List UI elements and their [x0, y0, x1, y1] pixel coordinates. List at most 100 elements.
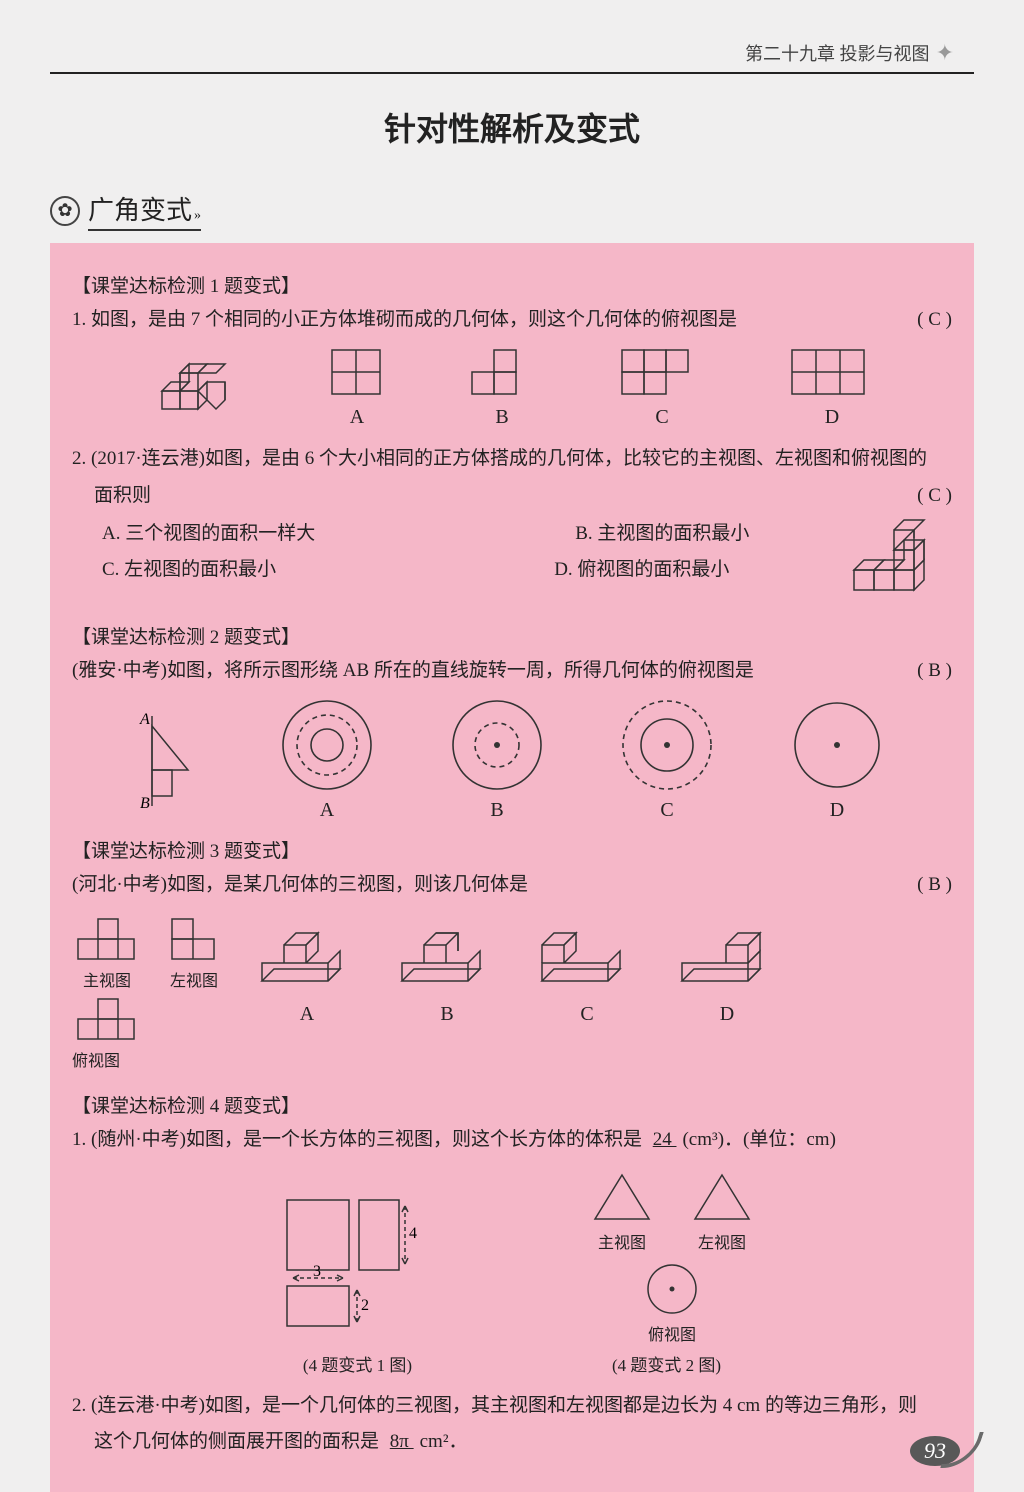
page-title: 针对性解析及变式	[50, 104, 974, 150]
page-number-badge: 93	[910, 1430, 976, 1470]
q3-d-dot	[834, 742, 840, 748]
q4-d-label: D	[720, 1003, 734, 1025]
q4-row: 主视图 左视图	[72, 909, 952, 1071]
q3-b-svg	[442, 695, 552, 795]
section-label-text: 广角变式	[88, 196, 192, 225]
q1-a-label: A	[350, 406, 364, 428]
q1-choice-a: A	[322, 344, 392, 429]
q4-left-view: 左视图	[166, 909, 222, 991]
q1-c-svg	[612, 344, 712, 402]
q4-choice-a: A	[252, 909, 362, 1026]
q4-b-label: B	[440, 1003, 453, 1025]
q4-front-svg	[72, 909, 142, 965]
q1-answer: ( C )	[917, 304, 952, 336]
q4-b-svg	[392, 909, 502, 999]
q2-opt-c: C. 左视图的面积最小	[102, 552, 276, 588]
header-rule	[50, 72, 974, 74]
q3-text: (雅安·中考)如图，将所示图形绕 AB 所在的直线旋转一周，所得几何体的俯视图是…	[72, 655, 952, 687]
q3-choices: A B A	[72, 695, 952, 822]
q4-front-label: 主视图	[83, 967, 131, 991]
q5-dim2: 2	[361, 1297, 369, 1314]
q2-answer: ( C )	[917, 480, 952, 512]
q3-c-svg	[612, 695, 722, 795]
q5-blank1: 24	[647, 1129, 683, 1150]
q5-fig2-front: 主视图	[587, 1167, 657, 1253]
q4-a-svg	[252, 909, 362, 999]
q6-blank2: 8π	[384, 1431, 420, 1452]
q4-left-svg	[166, 909, 222, 965]
q2-opt-d: D. 俯视图的面积最小	[554, 552, 729, 588]
q4-text-span: (河北·中考)如图，是某几何体的三视图，则该几何体是	[72, 874, 528, 895]
q6-text2: 这个几何体的侧面展开图的面积是 8π cm²．	[72, 1426, 952, 1458]
q5-dim3: 3	[313, 1263, 321, 1280]
q5-fig1-svg: 4 3 2	[267, 1190, 447, 1340]
q1-choice-c: C	[612, 344, 712, 429]
q3-c-dot	[664, 742, 670, 748]
q1-figure	[142, 355, 252, 429]
q1-text-span: 1. 如图，是由 7 个相同的小正方体堆砌而成的几何体，则这个几何体的俯视图是	[72, 309, 737, 330]
q5-figures-row: 4 3 2 主视图 左视图	[72, 1167, 952, 1345]
q2-options: A. 三个视图的面积一样大 B. 主视图的面积最小 C. 左视图的面积最小 D.…	[72, 516, 952, 588]
q4-left-label: 左视图	[170, 967, 218, 991]
q3-subhead: 【课堂达标检测 2 题变式】	[72, 622, 952, 649]
q3-b-dot	[494, 742, 500, 748]
q3-choice-a: A	[272, 695, 382, 822]
arrow-icon: »	[194, 208, 201, 223]
q1-a-svg	[322, 344, 392, 402]
q4-front-view: 主视图	[72, 909, 142, 991]
q5-fig2-left: 左视图	[687, 1167, 757, 1253]
q5-text-pre: 1. (随州·中考)如图，是一个长方体的三视图，则这个长方体的体积是	[72, 1129, 642, 1150]
chapter-label: 第二十九章 投影与视图	[745, 40, 930, 66]
q1-text: 1. 如图，是由 7 个相同的小正方体堆砌而成的几何体，则这个几何体的俯视图是 …	[72, 304, 952, 336]
q3-b-label: B	[490, 799, 503, 821]
q3-a-label: A	[320, 799, 334, 821]
q3-choice-b: B	[442, 695, 552, 822]
q2-opt-a: A. 三个视图的面积一样大	[102, 516, 315, 552]
q4-c-label: C	[580, 1003, 593, 1025]
q4-text: (河北·中考)如图，是某几何体的三视图，则该几何体是 ( B )	[72, 869, 952, 901]
q1-d-label: D	[825, 406, 839, 428]
q5-dim4: 4	[409, 1225, 417, 1242]
q4-choice-b: B	[392, 909, 502, 1026]
q5-caption2: (4 题变式 2 图)	[612, 1351, 721, 1376]
q1-choice-d: D	[782, 344, 882, 429]
q5-fig2-front-label: 主视图	[598, 1229, 646, 1253]
q5-caption1: (4 题变式 1 图)	[303, 1351, 412, 1376]
q5-fig1: 4 3 2	[267, 1190, 447, 1345]
q4-c-svg	[532, 909, 642, 999]
q1-figure-svg	[142, 355, 252, 425]
q3-figure: A B	[132, 708, 212, 822]
q5-fig2: 主视图 左视图 俯视图	[587, 1167, 757, 1345]
q2-text2: 面积则 ( C )	[72, 480, 952, 512]
q4-choice-d: D	[672, 909, 782, 1026]
q1-choice-b: B	[462, 344, 542, 429]
q1-b-label: B	[495, 406, 508, 428]
q2-opt-b: B. 主视图的面积最小	[575, 516, 749, 552]
section-label: 广角变式»	[88, 190, 201, 231]
section-heading: 广角变式»	[50, 190, 974, 231]
q6-text-pre: 2. (连云港·中考)如图，是一个几何体的三视图，其主视图和左视图都是边长为 4…	[72, 1395, 917, 1416]
q5-captions: (4 题变式 1 图) (4 题变式 2 图)	[72, 1351, 952, 1376]
q3-c-label: C	[660, 799, 673, 821]
star-icon: ✦	[936, 40, 954, 66]
q5-fig2-top: 俯视图	[587, 1259, 757, 1345]
q1-b-svg	[462, 344, 542, 402]
q4-answer: ( B )	[917, 869, 952, 901]
pink-block: 【课堂达标检测 1 题变式】 1. 如图，是由 7 个相同的小正方体堆砌而成的几…	[50, 243, 974, 1492]
q1-c-label: C	[655, 406, 668, 428]
q3-A-label: A	[139, 711, 150, 728]
q4-d-svg	[672, 909, 782, 999]
q3-choice-c: C	[612, 695, 722, 822]
q3-figure-svg: A B	[132, 708, 212, 818]
q3-choice-d: D	[782, 695, 892, 822]
rosette-icon	[50, 196, 80, 226]
q5-fig2-top-label: 俯视图	[648, 1321, 696, 1345]
q5-text: 1. (随州·中考)如图，是一个长方体的三视图，则这个长方体的体积是 24 (c…	[72, 1124, 952, 1156]
page-header: 第二十九章 投影与视图 ✦	[50, 40, 974, 66]
q1-choices: A B	[72, 344, 952, 429]
q6-text: 2. (连云港·中考)如图，是一个几何体的三视图，其主视图和左视图都是边长为 4…	[72, 1390, 952, 1422]
q3-text-span: (雅安·中考)如图，将所示图形绕 AB 所在的直线旋转一周，所得几何体的俯视图是	[72, 660, 754, 681]
q3-answer: ( B )	[917, 655, 952, 687]
q2-figure-svg	[842, 512, 952, 602]
q5-fig2-left-label: 左视图	[698, 1229, 746, 1253]
